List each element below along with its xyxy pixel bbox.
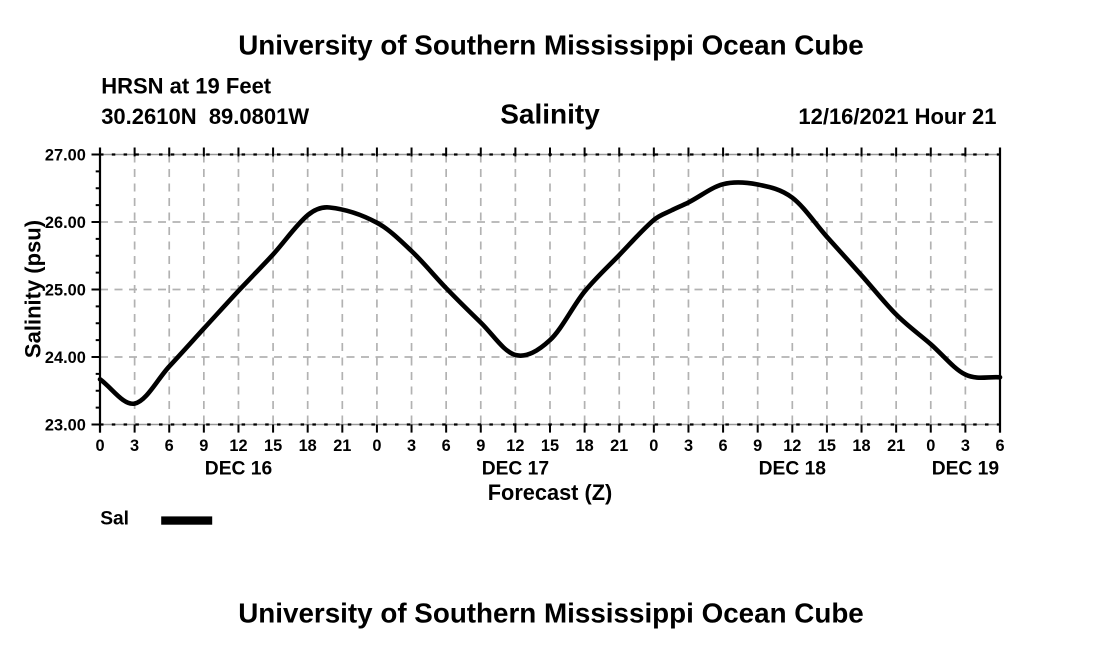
svg-text:University of Southern Mississ: University of Southern Mississippi Ocean… <box>238 598 864 629</box>
svg-text:3: 3 <box>407 437 416 455</box>
svg-text:12: 12 <box>506 437 524 455</box>
svg-text:3: 3 <box>684 437 693 455</box>
svg-text:6: 6 <box>165 437 174 455</box>
svg-text:21: 21 <box>887 437 905 455</box>
svg-text:6: 6 <box>995 437 1004 455</box>
svg-text:0: 0 <box>649 437 658 455</box>
svg-text:HRSN at 19 Feet: HRSN at 19 Feet <box>101 74 272 99</box>
svg-text:3: 3 <box>961 437 970 455</box>
svg-text:27.00: 27.00 <box>45 147 86 165</box>
svg-text:15: 15 <box>264 437 282 455</box>
svg-text:6: 6 <box>442 437 451 455</box>
svg-text:0: 0 <box>372 437 381 455</box>
svg-text:26.00: 26.00 <box>45 214 86 232</box>
svg-text:Sal: Sal <box>100 509 129 530</box>
svg-text:12/16/2021 Hour 21: 12/16/2021 Hour 21 <box>798 104 996 129</box>
svg-text:Salinity (psu): Salinity (psu) <box>21 220 46 358</box>
svg-text:Salinity: Salinity <box>500 99 600 130</box>
svg-text:23.00: 23.00 <box>45 417 86 435</box>
svg-text:0: 0 <box>95 437 104 455</box>
svg-text:30.2610N 89.0801W: 30.2610N 89.0801W <box>101 104 309 129</box>
svg-text:3: 3 <box>130 437 139 455</box>
svg-text:21: 21 <box>610 437 628 455</box>
svg-text:18: 18 <box>299 437 317 455</box>
svg-text:DEC 19: DEC 19 <box>932 459 999 480</box>
svg-text:9: 9 <box>476 437 485 455</box>
svg-text:DEC 16: DEC 16 <box>205 459 273 480</box>
svg-text:12: 12 <box>783 437 801 455</box>
svg-text:DEC 17: DEC 17 <box>482 459 549 480</box>
svg-text:24.00: 24.00 <box>45 349 86 367</box>
svg-text:9: 9 <box>753 437 762 455</box>
svg-text:University of Southern Mississ: University of Southern Mississippi Ocean… <box>238 30 864 61</box>
svg-text:12: 12 <box>229 437 247 455</box>
svg-text:0: 0 <box>926 437 935 455</box>
svg-text:Forecast (Z): Forecast (Z) <box>488 480 612 505</box>
svg-text:25.00: 25.00 <box>45 282 86 300</box>
svg-text:DEC 18: DEC 18 <box>759 459 827 480</box>
svg-text:9: 9 <box>199 437 208 455</box>
svg-text:21: 21 <box>333 437 351 455</box>
svg-text:6: 6 <box>719 437 728 455</box>
svg-text:15: 15 <box>541 437 559 455</box>
svg-text:18: 18 <box>852 437 870 455</box>
svg-text:15: 15 <box>818 437 836 455</box>
svg-text:18: 18 <box>576 437 594 455</box>
